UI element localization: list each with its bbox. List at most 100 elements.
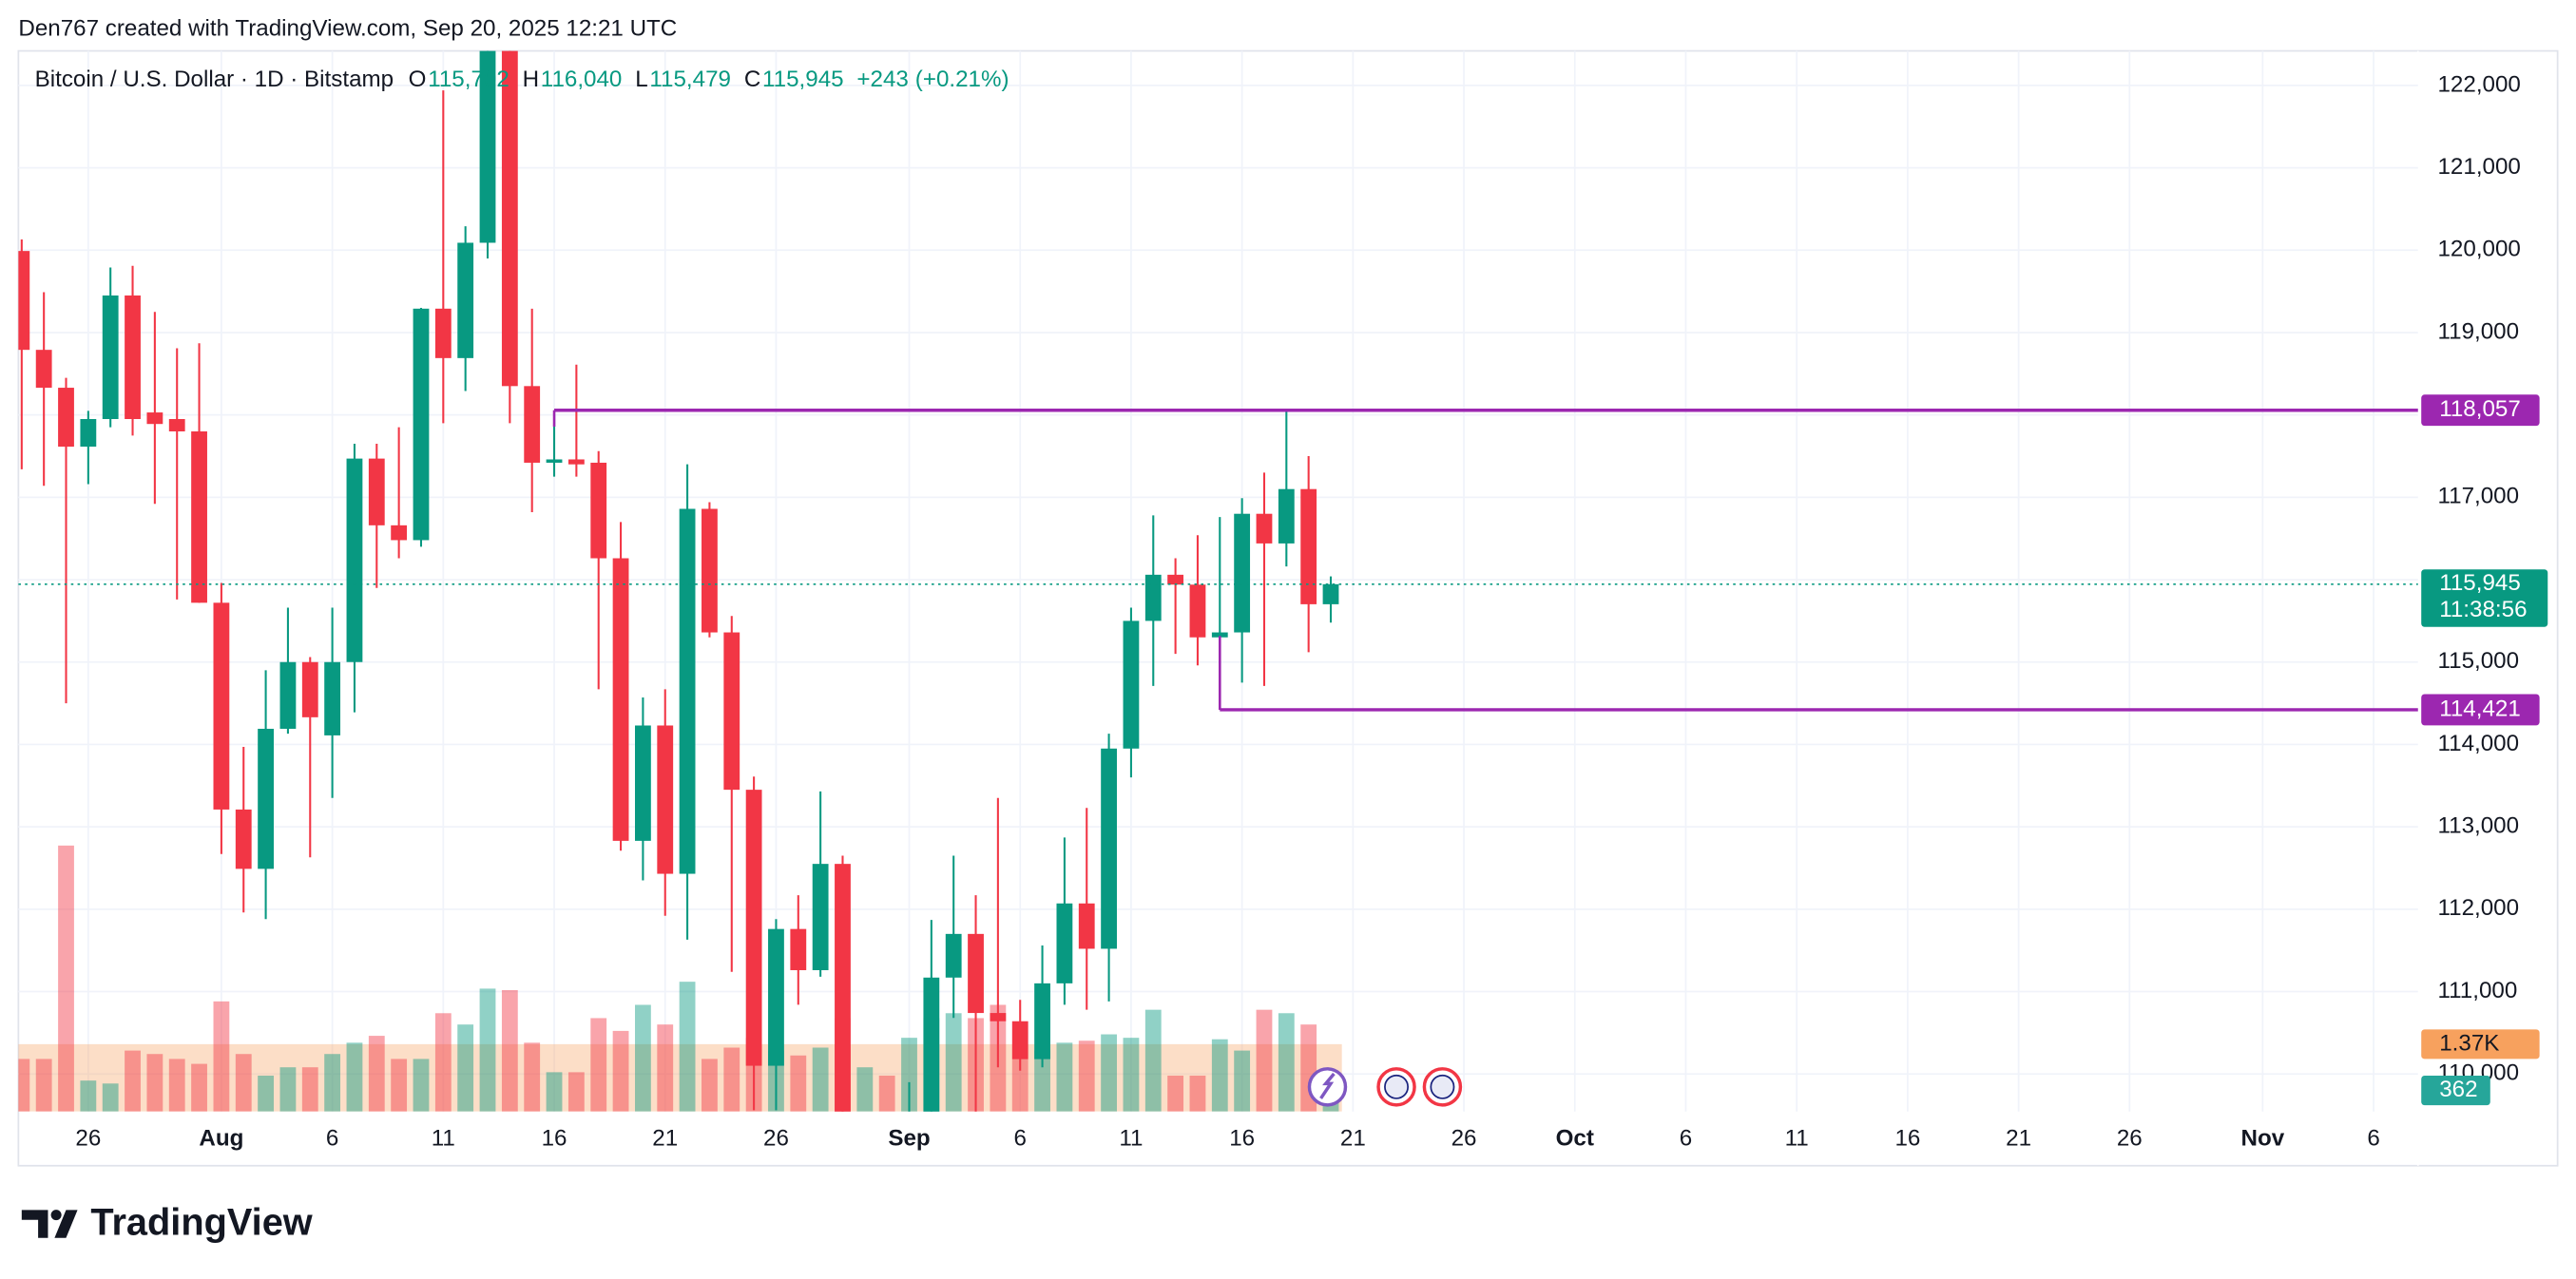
candle-body [413, 308, 430, 541]
volume-bar [391, 1059, 408, 1112]
candle-body [590, 462, 607, 559]
header-value: 115,702 [428, 67, 509, 92]
volume-bar [790, 1055, 807, 1112]
x-tick-label: 6 [1013, 1126, 1026, 1152]
countdown: 11:38:56 [2439, 597, 2527, 622]
y-tick-label: 112,000 [2437, 895, 2519, 921]
brand-name: TradingView [90, 1201, 312, 1243]
volume-tag [2421, 1076, 2490, 1106]
level-label: 114,421 [2439, 696, 2521, 721]
volume-bar [501, 989, 518, 1112]
header-prefix: C [744, 67, 760, 92]
candle-body [301, 661, 318, 717]
header-prefix: O [409, 67, 427, 92]
volume-bar [346, 1042, 363, 1112]
volume-bar [1056, 1042, 1073, 1112]
y-tick-label: 120,000 [2437, 237, 2520, 262]
volume-bar [18, 1059, 30, 1112]
volume-bar [1256, 1009, 1273, 1112]
candle-body [1234, 513, 1251, 633]
volume-bar [856, 1067, 874, 1112]
credit: Den767 created with TradingView.com, Sep… [18, 15, 677, 41]
x-tick-label: 26 [2117, 1126, 2143, 1152]
candle-body [1101, 748, 1117, 949]
last-price-tag [2421, 569, 2548, 627]
flag-icon [1430, 1074, 1455, 1099]
candle-body [391, 525, 408, 541]
candle-body [125, 295, 141, 419]
header-change-pct: (+0.21%) [915, 67, 1009, 92]
candle-body [279, 661, 297, 729]
candle-body [35, 350, 52, 389]
y-tick-label: 117,000 [2437, 484, 2519, 509]
candle-body [968, 933, 984, 1014]
candle-body [679, 508, 696, 874]
volume-bar [235, 1054, 252, 1112]
volume-bar [1278, 1013, 1295, 1112]
candle-body [1278, 488, 1295, 544]
volume-bar [524, 1042, 541, 1112]
x-tick-label: 16 [542, 1126, 567, 1152]
y-tick-label: 119,000 [2437, 318, 2519, 344]
candle-body [812, 864, 829, 970]
volume-bar [1189, 1075, 1206, 1112]
volume-bar [612, 1030, 629, 1112]
y-tick-label: 122,000 [2437, 71, 2520, 97]
candle-body [1078, 903, 1095, 949]
candle-body [102, 295, 119, 419]
volume-bar [213, 1001, 230, 1112]
x-tick-label: 21 [1340, 1126, 1366, 1152]
volume-bar [1101, 1034, 1117, 1112]
candle-body [612, 558, 629, 841]
volume-label: 362 [2439, 1077, 2477, 1102]
candle-body [923, 977, 940, 1112]
x-tick-label: 21 [2006, 1126, 2031, 1152]
event-icon-glyph [1319, 1072, 1336, 1099]
candle-body [58, 388, 74, 448]
x-tick-label: Oct [1556, 1126, 1594, 1152]
header-value: 115,945 [762, 67, 844, 92]
candle-body [235, 809, 252, 869]
x-tick-label: 16 [1229, 1126, 1255, 1152]
candle-body [790, 928, 807, 970]
volume-bar [191, 1063, 207, 1112]
candle-body [1256, 513, 1273, 544]
volume-bar [1234, 1050, 1251, 1112]
x-tick-label: 11 [432, 1126, 455, 1152]
level-tag [2421, 694, 2540, 726]
y-tick-label: 115,000 [2437, 648, 2519, 674]
volume-bar [258, 1075, 274, 1112]
volume-pane [18, 845, 1342, 1112]
overlays: 118,057114,421115,94511:38:561.37K362Bit… [18, 67, 2548, 1106]
candle-body [1189, 584, 1206, 638]
candle-body [1300, 488, 1317, 604]
candle-body [879, 1173, 895, 1218]
level-tag [2421, 394, 2540, 427]
x-tick-label: 6 [2367, 1126, 2379, 1152]
y-tick-label: 111,000 [2437, 978, 2517, 1003]
volume-bar [723, 1047, 740, 1112]
flag-icon [1384, 1074, 1409, 1099]
volume-bar [479, 988, 496, 1112]
candle-body [479, 50, 496, 243]
volume-bar [901, 1038, 917, 1112]
candle-body [434, 308, 452, 358]
volume-bar [125, 1050, 141, 1112]
volume-bar [567, 1072, 585, 1112]
candle-body [657, 725, 674, 874]
candle-body [80, 418, 97, 448]
candle-body [213, 602, 230, 810]
volume-bar [1123, 1038, 1140, 1112]
volume-bar [1078, 1040, 1095, 1112]
volume-bar [878, 1075, 895, 1112]
event-icons [1307, 1067, 1463, 1107]
x-tick-label: 16 [1894, 1126, 1920, 1152]
brand-mark [21, 1210, 78, 1238]
x-tick-label: 26 [763, 1126, 789, 1152]
chart-frame [17, 49, 2559, 1167]
candle-body [146, 412, 163, 425]
volume-bar [279, 1067, 297, 1112]
candle-body [702, 508, 718, 633]
candle-body [1144, 574, 1162, 621]
